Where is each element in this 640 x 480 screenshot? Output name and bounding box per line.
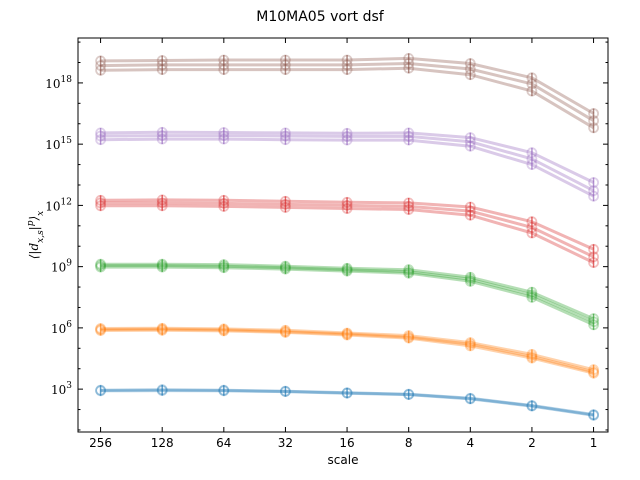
y-tick-label: 1018 — [45, 75, 72, 91]
x-tick-label: 1 — [590, 436, 598, 450]
y-axis-ticks: 103 106 109 1012 1015 1018 — [45, 41, 608, 431]
chart-title: M10MA05 vort dsf — [256, 9, 385, 25]
y-tick-label: 1015 — [45, 136, 72, 152]
y-axis-label: ⟨|dx,s|p⟩x — [26, 211, 46, 260]
x-axis-label: scale — [328, 453, 359, 467]
x-tick-label: 2 — [528, 436, 536, 450]
x-tick-label: 128 — [151, 436, 174, 450]
series-p4 — [95, 194, 599, 269]
y-tick-label: 103 — [51, 381, 72, 397]
x-tick-label: 8 — [405, 436, 413, 450]
y-tick-label: 109 — [51, 259, 72, 275]
series-p5 — [95, 126, 599, 202]
series-layer — [95, 53, 599, 421]
x-tick-label: 16 — [339, 436, 354, 450]
series-p6 — [95, 53, 599, 134]
y-tick-label: 1012 — [45, 197, 72, 213]
x-tick-label: 64 — [216, 436, 231, 450]
y-tick-label: 106 — [51, 320, 72, 336]
x-tick-label: 32 — [278, 436, 293, 450]
x-tick-label: 4 — [466, 436, 474, 450]
x-tick-label: 256 — [89, 436, 112, 450]
x-axis-ticks: 256 128 64 32 16 8 4 2 1 — [89, 38, 597, 450]
plot-frame — [77, 37, 609, 433]
series-p1 — [95, 384, 599, 421]
series-p3 — [95, 258, 599, 331]
series-p2 — [95, 322, 599, 379]
